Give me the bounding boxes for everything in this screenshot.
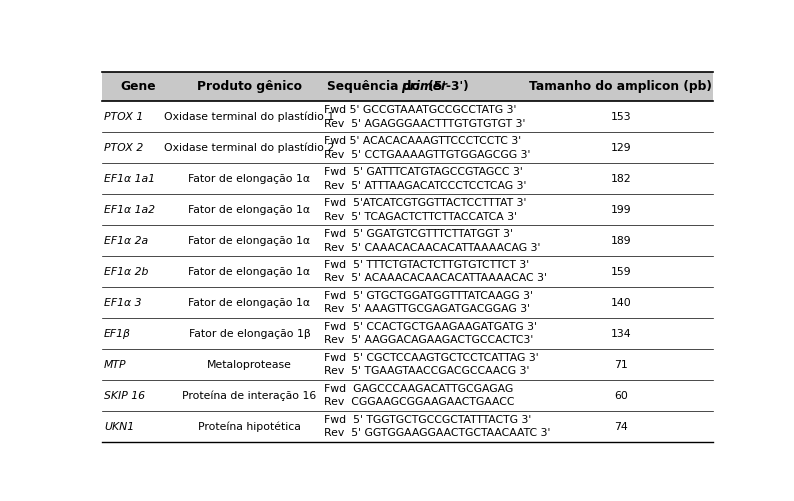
Text: EF1α 3: EF1α 3	[104, 298, 141, 308]
Text: Tamanho do amplicon (pb): Tamanho do amplicon (pb)	[530, 80, 712, 93]
Text: 134: 134	[611, 329, 631, 339]
Text: Rev  5' ACAAACACAACACATTAAAACAC 3': Rev 5' ACAAACACAACACATTAAAACAC 3'	[324, 274, 547, 284]
Bar	[102, 380, 713, 411]
Text: Oxidase terminal do plastídio 2: Oxidase terminal do plastídio 2	[164, 142, 334, 153]
Text: EF1α 1a2: EF1α 1a2	[104, 205, 155, 215]
Text: Sequência do: Sequência do	[326, 80, 424, 93]
Text: (5'-3'): (5'-3')	[424, 80, 468, 93]
Text: EF1α 1a1: EF1α 1a1	[104, 174, 155, 184]
Text: 182: 182	[611, 174, 631, 184]
Text: Proteína de interação 16: Proteína de interação 16	[183, 390, 317, 401]
Text: EF1β: EF1β	[104, 329, 131, 339]
Text: 140: 140	[611, 298, 631, 308]
Text: Metaloprotease: Metaloprotease	[207, 360, 292, 370]
Text: Rev  5' CCTGAAAAGTTGTGGAGCGG 3': Rev 5' CCTGAAAAGTTGTGGAGCGG 3'	[324, 150, 530, 160]
Bar	[102, 411, 713, 442]
Bar	[102, 72, 713, 101]
Text: Proteína hipotética: Proteína hipotética	[198, 421, 301, 432]
Text: Fwd  GAGCCCAAGACATTGCGAGAG: Fwd GAGCCCAAGACATTGCGAGAG	[324, 384, 513, 394]
Text: Fwd  5' GATTTCATGTAGCCGTAGCC 3': Fwd 5' GATTTCATGTAGCCGTAGCC 3'	[324, 167, 522, 177]
Text: Fwd  5' TTTCTGTACTCTTGTGTCTTCT 3': Fwd 5' TTTCTGTACTCTTGTGTCTTCT 3'	[324, 260, 529, 270]
Text: Fator de elongação 1β: Fator de elongação 1β	[188, 329, 310, 339]
Bar	[102, 163, 713, 194]
Bar	[102, 318, 713, 349]
Text: 71: 71	[614, 360, 627, 370]
Text: 74: 74	[614, 421, 627, 431]
Text: Fator de elongação 1α: Fator de elongação 1α	[188, 267, 310, 277]
Bar	[102, 256, 713, 287]
Text: Rev  5' CAAACACAACACATTAAAACAG 3': Rev 5' CAAACACAACACATTAAAACAG 3'	[324, 242, 540, 253]
Text: Fator de elongação 1α: Fator de elongação 1α	[188, 235, 310, 245]
Text: 60: 60	[614, 391, 628, 401]
Bar	[102, 194, 713, 225]
Text: EF1α 2a: EF1α 2a	[104, 235, 148, 245]
Text: PTOX 1: PTOX 1	[104, 112, 144, 122]
Text: Rev  5' ATTTAAGACATCCCTCCTCAG 3': Rev 5' ATTTAAGACATCCCTCCTCAG 3'	[324, 180, 526, 190]
Bar	[102, 349, 713, 380]
Text: Fwd  5'ATCATCGTGGTTACTCCTTTAT 3': Fwd 5'ATCATCGTGGTTACTCCTTTAT 3'	[324, 198, 526, 208]
Text: Fwd 5' ACACACAAAGTTCCCTCCTC 3': Fwd 5' ACACACAAAGTTCCCTCCTC 3'	[324, 136, 521, 146]
Text: Gene: Gene	[121, 80, 156, 93]
Text: Rev  CGGAAGCGGAAGAACTGAACC: Rev CGGAAGCGGAAGAACTGAACC	[324, 397, 515, 407]
Text: Rev  5' AGAGGGAACTTTGTGTGTGT 3': Rev 5' AGAGGGAACTTTGTGTGTGT 3'	[324, 119, 525, 129]
Bar	[102, 132, 713, 163]
Text: Fator de elongação 1α: Fator de elongação 1α	[188, 205, 310, 215]
Text: MTP: MTP	[104, 360, 127, 370]
Text: Fwd  5' GTGCTGGATGGTTTATCAAGG 3': Fwd 5' GTGCTGGATGGTTTATCAAGG 3'	[324, 291, 533, 301]
Text: Produto gênico: Produto gênico	[197, 80, 302, 93]
Text: EF1α 2b: EF1α 2b	[104, 267, 148, 277]
Text: Oxidase terminal do plastídio 1: Oxidase terminal do plastídio 1	[164, 112, 334, 122]
Text: Rev  5' TGAAGTAACCGACGCCAACG 3': Rev 5' TGAAGTAACCGACGCCAACG 3'	[324, 366, 530, 376]
Text: 129: 129	[611, 143, 631, 153]
Text: UKN1: UKN1	[104, 421, 134, 431]
Text: Rev  5' AAAGTTGCGAGATGACGGAG 3': Rev 5' AAAGTTGCGAGATGACGGAG 3'	[324, 305, 530, 315]
Text: 189: 189	[611, 235, 631, 245]
Bar	[102, 101, 713, 132]
Text: primer: primer	[401, 80, 447, 93]
Text: Fwd 5' GCCGTAAATGCCGCCTATG 3': Fwd 5' GCCGTAAATGCCGCCTATG 3'	[324, 105, 516, 115]
Text: Fator de elongação 1α: Fator de elongação 1α	[188, 174, 310, 184]
Text: PTOX 2: PTOX 2	[104, 143, 144, 153]
Text: SKIP 16: SKIP 16	[104, 391, 145, 401]
Text: Fwd  5' TGGTGCTGCCGCTATTTACTG 3': Fwd 5' TGGTGCTGCCGCTATTTACTG 3'	[324, 415, 531, 425]
Text: Rev  5' TCAGACTCTTCTTACCATCA 3': Rev 5' TCAGACTCTTCTTACCATCA 3'	[324, 211, 517, 221]
Text: Rev  5' AAGGACAGAAGACTGCCACTC3': Rev 5' AAGGACAGAAGACTGCCACTC3'	[324, 336, 533, 345]
Text: Rev  5' GGTGGAAGGAACTGCTAACAATC 3': Rev 5' GGTGGAAGGAACTGCTAACAATC 3'	[324, 428, 550, 438]
Text: 199: 199	[611, 205, 631, 215]
Text: 153: 153	[611, 112, 631, 122]
Text: Fwd  5' CCACTGCTGAAGAAGATGATG 3': Fwd 5' CCACTGCTGAAGAAGATGATG 3'	[324, 322, 537, 332]
Bar	[102, 225, 713, 256]
Bar	[102, 287, 713, 318]
Text: 159: 159	[611, 267, 631, 277]
Text: Fwd  5' CGCTCCAAGTGCTCCTCATTAG 3': Fwd 5' CGCTCCAAGTGCTCCTCATTAG 3'	[324, 353, 538, 363]
Text: Fwd  5' GGATGTCGTTTCTTATGGT 3': Fwd 5' GGATGTCGTTTCTTATGGT 3'	[324, 229, 513, 239]
Text: Fator de elongação 1α: Fator de elongação 1α	[188, 298, 310, 308]
